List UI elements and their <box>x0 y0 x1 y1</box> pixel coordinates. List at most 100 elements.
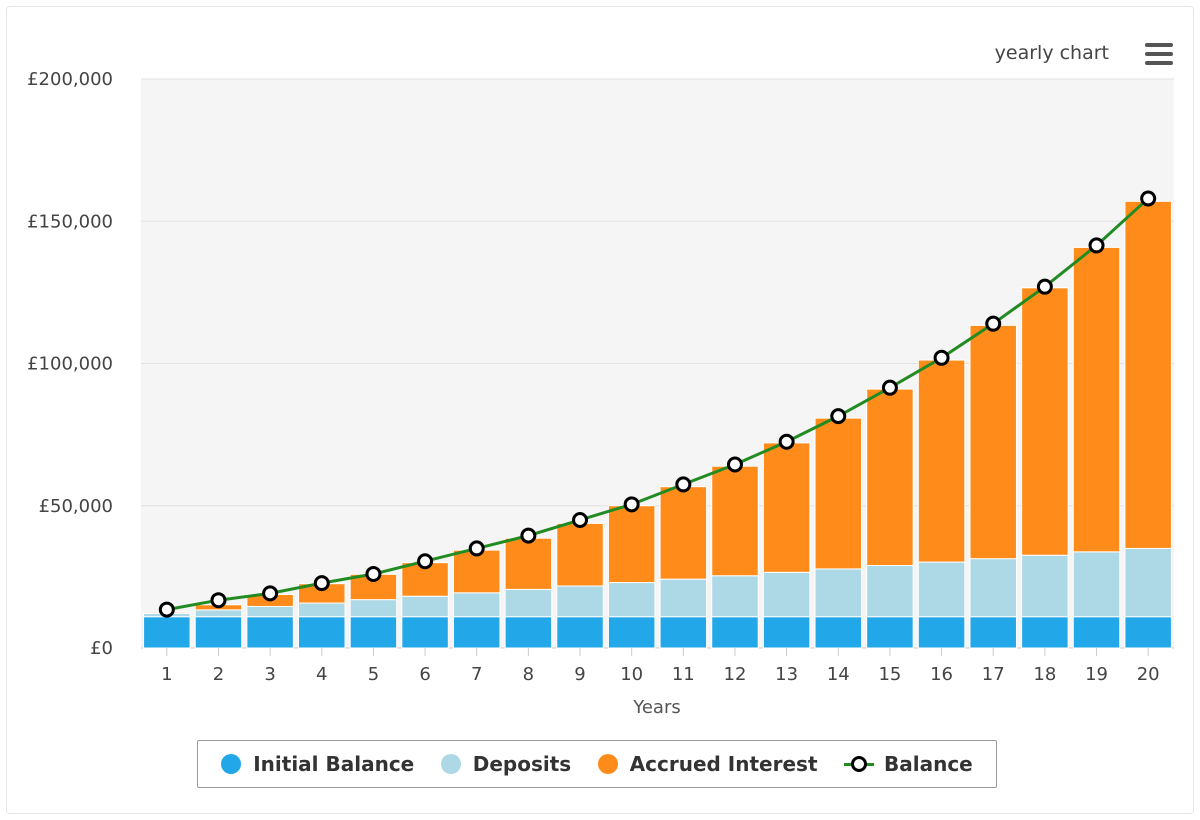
bar-accrued-interest[interactable] <box>1021 287 1069 556</box>
bar-initial-balance[interactable] <box>504 616 553 649</box>
balance-point[interactable] <box>158 601 175 618</box>
bar-initial-balance[interactable] <box>659 616 708 649</box>
balance-point[interactable] <box>417 553 434 570</box>
bar-accrued-interest[interactable] <box>762 442 811 573</box>
x-tick-label: 10 <box>620 664 643 685</box>
bar-initial-balance[interactable] <box>298 616 346 649</box>
x-tick-label: 19 <box>1085 664 1108 685</box>
x-tick-label: 5 <box>368 664 379 685</box>
x-tick-label: 11 <box>672 664 695 685</box>
bar-accrued-interest[interactable] <box>504 537 553 590</box>
bar-accrued-interest[interactable] <box>814 417 863 570</box>
y-tick-label: £150,000 <box>27 211 113 232</box>
balance-point[interactable] <box>933 349 950 366</box>
bar-initial-balance[interactable] <box>143 616 191 649</box>
bar-initial-balance[interactable] <box>1021 616 1069 649</box>
bar-deposits[interactable] <box>814 568 863 618</box>
bar-deposits[interactable] <box>969 558 1017 618</box>
balance-point[interactable] <box>985 315 1002 332</box>
bar-initial-balance[interactable] <box>401 616 449 649</box>
bar-initial-balance[interactable] <box>452 616 501 649</box>
balance-point[interactable] <box>881 379 898 396</box>
bar-deposits[interactable] <box>1072 551 1121 618</box>
bar-initial-balance[interactable] <box>246 616 294 649</box>
x-axis-ticks: 1 2 3 4 5 6 7 8 9 10 11 12 13 14 15 16 17 18 19 20 <box>161 648 1160 685</box>
bar-deposits[interactable] <box>556 585 604 618</box>
bar-deposits[interactable] <box>1021 554 1069 618</box>
balance-point[interactable] <box>726 456 743 473</box>
balance-point[interactable] <box>675 476 692 493</box>
bar-deposits[interactable] <box>194 609 243 618</box>
x-tick-label: 1 <box>161 664 172 685</box>
bar-initial-balance[interactable] <box>969 616 1017 649</box>
bars[interactable] <box>143 200 1172 649</box>
bar-deposits[interactable] <box>401 595 449 618</box>
x-tick-label: 6 <box>419 664 430 685</box>
bar-accrued-interest[interactable] <box>969 324 1017 560</box>
bar-accrued-interest[interactable] <box>866 388 914 566</box>
bar-deposits[interactable] <box>1124 547 1172 618</box>
bar-deposits[interactable] <box>504 588 553 618</box>
x-tick-label: 16 <box>930 664 953 685</box>
bar-accrued-interest[interactable] <box>711 465 759 577</box>
bar-deposits[interactable] <box>246 605 294 618</box>
bar-deposits[interactable] <box>659 578 708 618</box>
bar-deposits[interactable] <box>607 582 656 618</box>
y-tick-label: £200,000 <box>27 69 113 90</box>
legend-item-accrued-interest[interactable]: Accrued Interest <box>597 752 818 776</box>
balance-point[interactable] <box>262 585 279 602</box>
bar-initial-balance[interactable] <box>556 616 604 649</box>
bar-deposits[interactable] <box>298 602 346 618</box>
legend-item-initial-balance[interactable]: Initial Balance <box>221 752 414 776</box>
bar-initial-balance[interactable] <box>814 616 863 649</box>
bar-initial-balance[interactable] <box>607 616 656 649</box>
balance-series-line <box>166 197 1150 612</box>
bar-deposits[interactable] <box>917 561 966 618</box>
accrued-interest-swatch-icon <box>597 754 618 774</box>
bar-initial-balance[interactable] <box>1072 616 1121 649</box>
balance-point[interactable] <box>468 540 485 557</box>
balance-point[interactable] <box>1036 278 1053 295</box>
bar-accrued-interest[interactable] <box>452 549 501 594</box>
balance-point[interactable] <box>1140 190 1157 207</box>
bar-accrued-interest[interactable] <box>607 505 656 584</box>
legend-item-balance[interactable]: Balance <box>844 752 973 776</box>
bar-initial-balance[interactable] <box>349 616 398 649</box>
bar-initial-balance[interactable] <box>917 616 966 649</box>
bar-deposits[interactable] <box>866 564 914 618</box>
balance-line[interactable] <box>158 190 1157 618</box>
bar-accrued-interest[interactable] <box>1072 246 1121 553</box>
balance-point[interactable] <box>830 408 847 425</box>
x-tick-label: 17 <box>982 664 1005 685</box>
bar-initial-balance[interactable] <box>762 616 811 649</box>
bar-accrued-interest[interactable] <box>556 522 604 587</box>
legend-label: Accrued Interest <box>629 752 818 776</box>
x-tick-label: 20 <box>1137 664 1160 685</box>
bar-accrued-interest[interactable] <box>1124 200 1172 549</box>
bar-deposits[interactable] <box>452 592 501 618</box>
balance-point[interactable] <box>365 566 382 583</box>
bar-accrued-interest[interactable] <box>917 359 966 563</box>
balance-point[interactable] <box>623 496 640 513</box>
bar-initial-balance[interactable] <box>194 616 243 649</box>
balance-point[interactable] <box>1088 237 1105 254</box>
bar-deposits[interactable] <box>349 599 398 618</box>
balance-point[interactable] <box>313 575 330 592</box>
y-axis-ticks: £0 £50,000 £100,000 £150,000 £200,000 <box>27 69 113 659</box>
x-tick-label: 3 <box>264 664 275 685</box>
bar-initial-balance[interactable] <box>711 616 759 649</box>
bar-accrued-interest[interactable] <box>659 486 708 580</box>
deposits-swatch-icon <box>440 754 461 774</box>
bar-initial-balance[interactable] <box>866 616 914 649</box>
x-tick-label: 9 <box>574 664 585 685</box>
hamburger-menu-icon[interactable] <box>1143 41 1175 67</box>
balance-point[interactable] <box>520 527 537 544</box>
bar-deposits[interactable] <box>711 575 759 618</box>
bar-deposits[interactable] <box>762 571 811 618</box>
bar-initial-balance[interactable] <box>1124 616 1172 649</box>
balance-point[interactable] <box>572 511 589 528</box>
legend-item-deposits[interactable]: Deposits <box>440 752 571 776</box>
balance-point[interactable] <box>778 433 795 450</box>
balance-point[interactable] <box>210 592 227 609</box>
